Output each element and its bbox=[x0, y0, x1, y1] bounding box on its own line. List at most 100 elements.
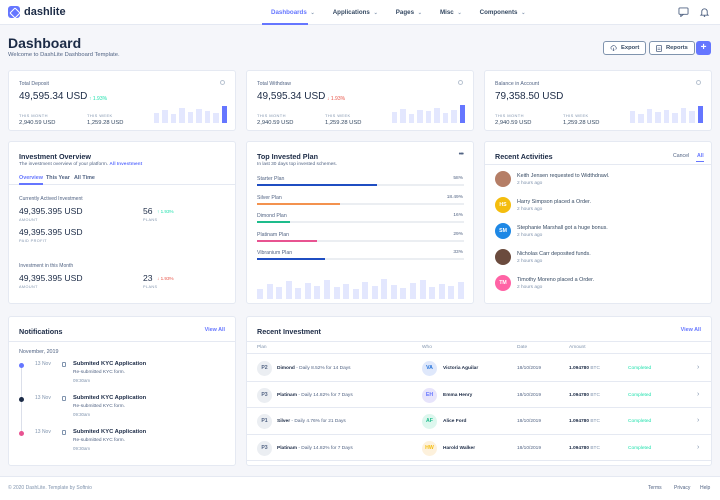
chart-bar bbox=[419, 280, 426, 299]
chat-icon[interactable] bbox=[678, 7, 689, 17]
chart-bar bbox=[170, 114, 177, 123]
plan-progress-fill bbox=[257, 239, 318, 242]
footer-help-link[interactable]: Help bbox=[700, 485, 711, 491]
chevron-right-icon[interactable]: › bbox=[697, 364, 700, 371]
more-options-icon[interactable]: ••• bbox=[458, 151, 464, 158]
info-icon[interactable] bbox=[696, 80, 701, 85]
chart-bar bbox=[448, 286, 455, 299]
nav-misc[interactable]: Misc ⌄ bbox=[431, 0, 471, 25]
plan-mini-chart bbox=[257, 277, 464, 299]
stat-amount: 49,595.34 USD bbox=[257, 91, 326, 102]
chevron-right-icon[interactable]: › bbox=[697, 390, 700, 398]
avatar: SM bbox=[495, 223, 511, 239]
chart-bar bbox=[213, 113, 219, 123]
nav-applications[interactable]: Applications ⌄ bbox=[324, 0, 387, 25]
stat-mini-chart bbox=[630, 105, 703, 123]
nav-label: Pages bbox=[395, 9, 415, 16]
tabs-divider bbox=[9, 184, 235, 185]
plans-change: ↑ 1.93% bbox=[157, 209, 174, 214]
export-button[interactable]: Export bbox=[603, 41, 647, 55]
activity-time: 2 hours ago bbox=[517, 285, 543, 290]
stat-label: Total Deposit bbox=[19, 81, 49, 87]
chevron-right-icon[interactable]: › bbox=[697, 443, 700, 451]
notification-desc: Re-submitted KYC form. bbox=[73, 438, 125, 443]
notification-title[interactable]: Submited KYC Application bbox=[73, 429, 147, 435]
chart-bar bbox=[638, 114, 644, 123]
nav-label: Components bbox=[479, 9, 518, 16]
plan-cell: Silver - Daily 4.76% for 21 Days bbox=[277, 419, 346, 424]
activity-item[interactable]: TM Timothy Moreno placed a Order. 2 hours … bbox=[495, 275, 703, 293]
card-title: Recent Activities bbox=[495, 152, 553, 161]
chart-bar bbox=[646, 109, 653, 123]
user-avatar: AF bbox=[422, 414, 437, 429]
stat-month-value: 2,940.59 USD bbox=[257, 120, 294, 126]
stat-change: ↑ 1.93% bbox=[89, 96, 108, 102]
logo-icon bbox=[8, 6, 20, 18]
activity-item[interactable]: SM Stephanie Marshall got a huge bonus. 2 … bbox=[495, 223, 703, 241]
plans-label: PLANS bbox=[143, 285, 158, 289]
header-divider bbox=[9, 341, 235, 342]
date-cell: 18/10/2019 bbox=[517, 392, 542, 398]
stat-month-label: THIS MONTH bbox=[257, 113, 286, 118]
chart-bar bbox=[179, 108, 185, 123]
chart-bar bbox=[400, 288, 407, 299]
footer-privacy-link[interactable]: Privacy bbox=[674, 485, 691, 491]
activity-item[interactable]: Keith Jensen requested to Widthdrawl. 2 h… bbox=[495, 171, 703, 189]
chart-bar bbox=[672, 113, 678, 123]
amount-label: AMOUNT bbox=[19, 218, 38, 222]
amount-unit: BTC bbox=[589, 419, 600, 424]
chart-bar bbox=[410, 283, 416, 299]
all-tab[interactable]: All bbox=[697, 153, 704, 159]
plan-name: Starter Plan bbox=[257, 176, 285, 182]
stat-week-value: 1,259.28 USD bbox=[325, 120, 362, 126]
nav-components[interactable]: Components ⌄ bbox=[471, 0, 535, 25]
tab-overview[interactable]: Overview bbox=[19, 175, 43, 181]
chart-bar bbox=[655, 112, 661, 123]
nav-pages[interactable]: Pages ⌄ bbox=[387, 0, 431, 25]
footer-copyright: © 2020 DashLite. Template by Softnio bbox=[8, 485, 92, 491]
plan-badge: P3 bbox=[257, 440, 272, 456]
nav-dashboards[interactable]: Dashboards ⌄ bbox=[262, 0, 324, 25]
tab-all-time[interactable]: All Time bbox=[74, 175, 95, 181]
notification-bell-icon[interactable] bbox=[699, 7, 710, 17]
plan-progress-track bbox=[257, 258, 464, 260]
timeline-time: 13 Nov bbox=[35, 361, 51, 367]
top-navbar: dashlite Dashboards ⌄ Applications ⌄ Pag… bbox=[0, 0, 720, 25]
info-icon[interactable] bbox=[220, 80, 225, 85]
recent-investment-view-all-link[interactable]: View All bbox=[680, 327, 701, 333]
notification-title[interactable]: Submited KYC Application bbox=[73, 395, 147, 401]
amount-cell: 1.094780 BTC bbox=[569, 393, 600, 398]
chart-bar bbox=[663, 110, 670, 123]
activity-item[interactable]: HS Harry Simpson placed a Order. 2 hours a… bbox=[495, 197, 703, 215]
activity-item[interactable]: Nicholas Carr deposited funds. 2 hours ag… bbox=[495, 249, 703, 267]
notification-title[interactable]: Submited KYC Application bbox=[73, 361, 147, 367]
column-header-amount: Amount bbox=[569, 345, 586, 350]
reports-button[interactable]: Reports bbox=[649, 41, 695, 55]
chevron-right-icon[interactable]: › bbox=[697, 417, 700, 424]
footer-terms-link[interactable]: Terms bbox=[648, 485, 662, 491]
activity-text: Stephanie Marshall got a huge bonus. bbox=[517, 225, 608, 231]
brand-logo[interactable]: dashlite bbox=[8, 6, 66, 18]
chart-bar bbox=[295, 288, 302, 299]
active-nav-indicator bbox=[262, 23, 308, 25]
plan-name: Dimond Plan bbox=[257, 213, 287, 219]
plan-progress-fill bbox=[257, 258, 326, 260]
add-button[interactable]: + bbox=[696, 41, 711, 55]
info-icon[interactable] bbox=[458, 80, 463, 85]
user-avatar: EH bbox=[422, 387, 437, 403]
recent-investment-card: Recent Investment View All Plan Who Date… bbox=[246, 316, 712, 466]
plan-percent: 33% bbox=[453, 250, 463, 255]
stat-month-value: 2,940.59 USD bbox=[19, 120, 56, 126]
notification-time: 09:30am bbox=[73, 446, 91, 451]
amount-cell: 1.094780 BTC bbox=[569, 366, 600, 371]
notifications-view-all-link[interactable]: View All bbox=[204, 327, 225, 333]
cloud-download-icon bbox=[610, 45, 617, 51]
card-subtitle: In last 30 days top invested schemes. bbox=[257, 162, 337, 167]
cancel-tab[interactable]: Cancel bbox=[673, 153, 690, 159]
all-investment-link[interactable]: All Investment bbox=[109, 162, 143, 167]
month-investment-amount: 49,395.395 USD bbox=[19, 273, 83, 283]
activity-time: 2 hours ago bbox=[517, 233, 543, 238]
tab-this-year[interactable]: This Year bbox=[46, 175, 70, 181]
user-avatar: VA bbox=[422, 361, 437, 376]
notification-desc: Re-submitted KYC form. bbox=[73, 404, 125, 409]
